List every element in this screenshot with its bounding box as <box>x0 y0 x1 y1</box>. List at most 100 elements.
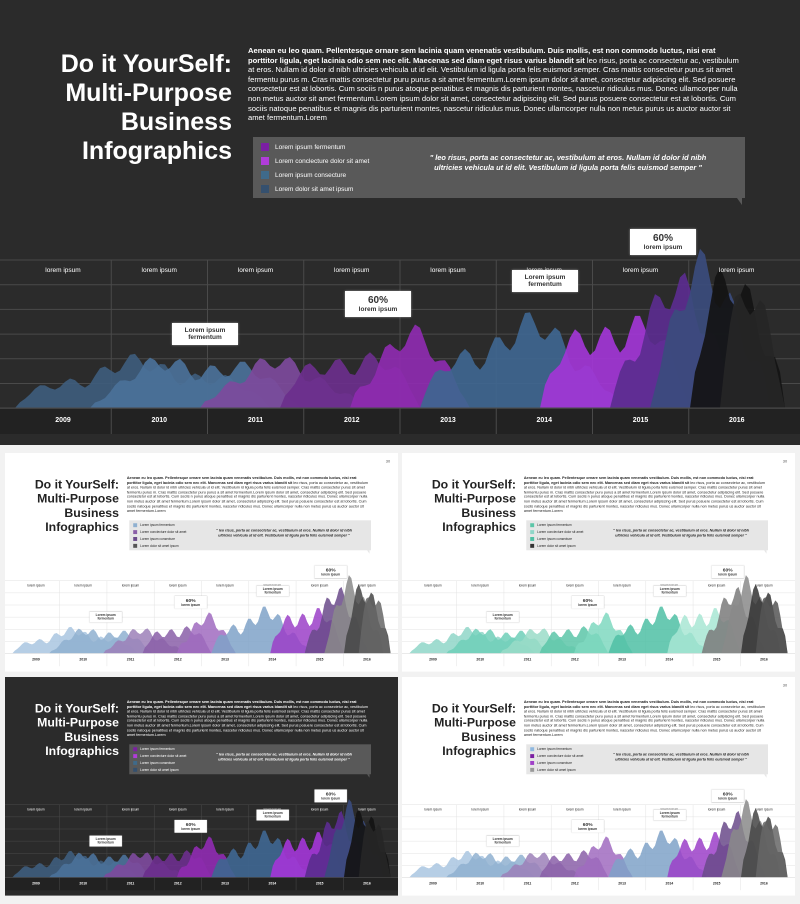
legend-swatch <box>530 761 535 765</box>
title-line: Do it YourSelf: <box>431 477 516 492</box>
legend-item: Lorem dolor sit amet ipsum <box>261 185 353 193</box>
legend-label: Lorem ipsum fermentum <box>537 523 572 527</box>
thumb-frame[interactable]: Do it YourSelf: Multi-Purpose Business Info… <box>5 677 398 896</box>
legend-swatch <box>133 537 138 541</box>
thumb-frame[interactable]: Do it YourSelf: Multi-Purpose Business Info… <box>402 453 795 672</box>
page-number: 30 <box>782 458 788 464</box>
legend-item: Lorem conclecture dolor sit amet <box>530 530 584 535</box>
year-label: 2014 <box>268 881 277 886</box>
callout-value: 60% <box>367 295 388 306</box>
page-number: 30 <box>385 458 391 464</box>
callout: 60% lorem ipsum <box>571 819 604 833</box>
callout-text: lorem ipsum <box>181 603 201 607</box>
year-label: 2011 <box>126 657 135 662</box>
legend-swatch <box>530 530 535 535</box>
intro-body: leo risus, porta ac consectetur ac, vest… <box>126 704 368 738</box>
callout-text: Lorem ipsum fermentum <box>262 811 283 819</box>
title-line: Multi-Purpose <box>37 715 119 730</box>
column-label: lorem ipsum <box>518 808 537 812</box>
mountain-chart <box>402 799 795 891</box>
legend-item: Lorem conclecture dolor sit amet <box>133 530 186 535</box>
callout: Lorem ipsum fermentum <box>89 835 122 847</box>
title-line: Do it YourSelf: <box>34 701 119 716</box>
slide: Do it YourSelf: Multi-Purpose Business Info… <box>5 453 398 672</box>
callout-text: Lorem ipsum fermentum <box>492 613 513 621</box>
slide-title: Do it YourSelf: Multi-Purpose Business Info… <box>417 478 516 535</box>
title-line: Infographics <box>442 744 516 759</box>
callout-text: Lorem ipsum fermentum <box>95 837 116 845</box>
legend-label: Lorem ipsum consecture <box>140 537 176 541</box>
legend-label: Lorem dolor sit amet ipsum <box>140 544 179 548</box>
legend-item: Lorem ipsum fermentum <box>530 747 572 752</box>
callout-value: 60% <box>185 821 196 828</box>
slide: Do it YourSelf: Multi-Purpose Business Info… <box>402 453 795 672</box>
year-label: 2010 <box>79 657 88 662</box>
title-line: Do it YourSelf: <box>60 50 232 78</box>
year-label: 2012 <box>173 657 182 662</box>
quote: " leo risus, porta ac consectetur ac, ve… <box>216 528 352 538</box>
column-label: lorem ipsum <box>334 267 370 274</box>
callout-text: lorem ipsum <box>718 796 738 801</box>
column-label: lorem ipsum <box>310 808 329 812</box>
page-number: 30 <box>782 682 788 688</box>
callout-text: lorem ipsum <box>578 827 598 831</box>
legend-label: Lorem ipsum consecture <box>275 171 347 179</box>
legend-label: Lorem dolor sit amet ipsum <box>140 768 179 772</box>
legend-item: Lorem ipsum consecture <box>530 761 572 765</box>
legend-item: Lorem ipsum fermentum <box>133 747 175 752</box>
legend-box: Lorem ipsum fermentum Lorem conclecture d… <box>526 520 768 554</box>
callout-value: 60% <box>582 821 593 828</box>
callout: Lorem ipsum fermentum <box>486 611 519 623</box>
legend-item: Lorem ipsum consecture <box>530 537 572 541</box>
slide: Do it YourSelf: Multi-Purpose Business Info… <box>0 0 800 445</box>
legend-swatch <box>530 747 535 752</box>
mountain <box>358 821 391 878</box>
title-line: Multi-Purpose <box>37 491 119 506</box>
callout-text: Lorem ipsum fermentum <box>659 587 680 595</box>
callout-value: 60% <box>325 567 336 573</box>
legend-swatch <box>261 171 269 179</box>
year-label: 2009 <box>32 881 40 886</box>
quote: " leo risus, porta ac consectetur ac, ve… <box>613 528 749 538</box>
quote: " leo risus, porta ac consectetur ac, ve… <box>429 153 707 172</box>
box-tail <box>764 550 767 554</box>
title-line: Infographics <box>81 137 232 165</box>
intro-text: Aenean eu leo quam. Pellentesque ornare … <box>524 700 768 738</box>
column-label: lorem ipsum <box>310 584 329 588</box>
year-label: 2016 <box>363 657 371 662</box>
legend-swatch <box>133 754 138 759</box>
legend-swatch <box>530 767 535 772</box>
mountain <box>358 597 391 654</box>
callout-text: lorem ipsum <box>718 572 738 577</box>
quote: " leo risus, porta ac consectetur ac, ve… <box>613 752 749 762</box>
intro-text: Aenean eu leo quam. Pellentesque ornare … <box>127 476 371 514</box>
callout-text: lorem ipsum <box>578 603 598 607</box>
callout: 60% lorem ipsum <box>711 565 744 579</box>
callout-text: Lorem ipsum fermentum <box>524 274 566 288</box>
year-label: 2013 <box>221 657 229 662</box>
year-label: 2009 <box>55 417 71 424</box>
thumb-frame[interactable]: Do it YourSelf: Multi-Purpose Business Info… <box>5 453 398 672</box>
legend-item: Lorem dolor sit amet ipsum <box>133 543 179 548</box>
year-label: 2014 <box>536 417 553 424</box>
legend-item: Lorem ipsum consecture <box>133 537 175 541</box>
year-label: 2013 <box>618 881 626 886</box>
slide-title: Do it YourSelf: Multi-Purpose Business Info… <box>20 702 119 759</box>
legend-item: Lorem conclecture dolor sit amet <box>133 754 186 759</box>
year-label: 2014 <box>665 881 674 886</box>
slide: Do it YourSelf: Multi-Purpose Business Info… <box>5 677 398 896</box>
callout-text: Lorem ipsum fermentum <box>95 613 116 621</box>
callout-text: lorem ipsum <box>321 796 341 801</box>
callout-text: lorem ipsum <box>181 827 201 831</box>
thumb-frame[interactable]: Do it YourSelf: Multi-Purpose Business Info… <box>402 677 795 896</box>
mountain-chart <box>402 575 795 667</box>
box-tail <box>367 774 370 778</box>
column-label: lorem ipsum <box>237 267 274 274</box>
legend-label: Lorem conclecture dolor sit amet <box>537 530 584 534</box>
column-label: lorem ipsum <box>707 584 726 588</box>
legend-swatch <box>133 543 138 548</box>
legend-label: Lorem dolor sit amet ipsum <box>275 185 354 193</box>
callout: Lorem ipsum fermentum <box>256 585 289 597</box>
intro-bold: Aenean eu leo quam. Pellentesque ornare … <box>126 699 357 709</box>
mountain <box>755 821 788 878</box>
